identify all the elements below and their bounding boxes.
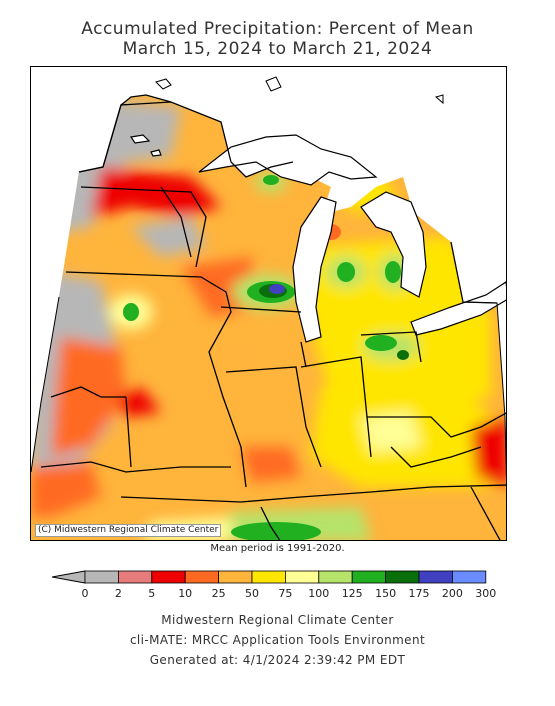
legend-bin xyxy=(184,570,219,584)
map-canvas xyxy=(31,76,506,540)
legend-tick-label: 25 xyxy=(211,587,226,600)
legend-tick-label: 150 xyxy=(375,587,397,600)
legend-bin xyxy=(318,570,353,584)
legend-tick-label: 0 xyxy=(81,587,89,600)
legend-bin xyxy=(151,570,186,584)
footer-org: Midwestern Regional Climate Center xyxy=(161,613,394,627)
map-title: Accumulated Precipitation: Percent of Me… xyxy=(81,19,474,39)
legend-bin xyxy=(251,570,286,584)
legend-tick-label: 75 xyxy=(278,587,293,600)
legend-tick-label: 5 xyxy=(148,587,156,600)
great-lakes xyxy=(129,134,506,343)
northern-coastline xyxy=(155,76,444,105)
legend-arrow xyxy=(52,570,86,584)
color-legend xyxy=(52,570,487,584)
legend-tick-label: 200 xyxy=(441,587,463,600)
footer-app: cli-MATE: MRCC Application Tools Environ… xyxy=(129,633,426,647)
legend-bin xyxy=(84,570,119,584)
legend-tick-label: 125 xyxy=(341,587,363,600)
legend-bin xyxy=(351,570,387,584)
legend-tick-label: 10 xyxy=(178,587,193,600)
state-borders xyxy=(40,101,506,540)
copyright-notice: (C) Midwestern Regional Climate Center xyxy=(35,524,222,537)
mean-period-note: Mean period is 1991-2020. xyxy=(210,543,345,554)
legend-tick-label: 300 xyxy=(475,587,497,600)
legend-tick-label: 100 xyxy=(308,587,330,600)
legend-tick-label: 175 xyxy=(408,587,430,600)
map-date-range: March 15, 2024 to March 21, 2024 xyxy=(122,39,433,59)
footer-generated: Generated at: 4/1/2024 2:39:42 PM EDT xyxy=(149,653,406,667)
legend-bin xyxy=(284,570,320,584)
legend-bin xyxy=(451,570,487,584)
legend-bin xyxy=(218,570,253,584)
legend-bin xyxy=(418,570,453,584)
precipitation-map: (C) Midwestern Regional Climate Center xyxy=(30,66,507,541)
legend-tick-label: 50 xyxy=(245,587,259,600)
legend-tick-label: 2 xyxy=(114,587,122,600)
legend-bin xyxy=(385,570,420,584)
legend-bin xyxy=(118,570,153,584)
